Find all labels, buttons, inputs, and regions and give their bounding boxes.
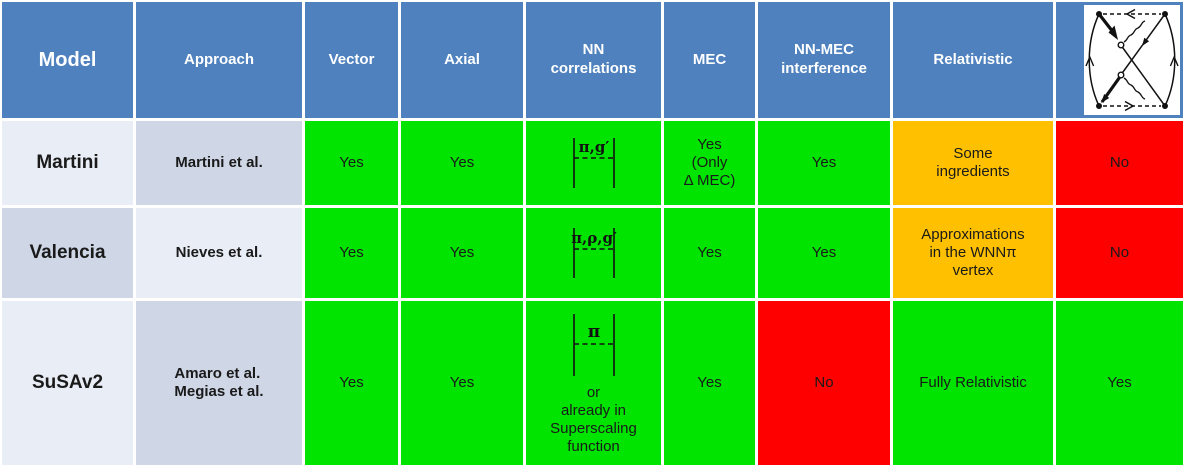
header-cell-approach: Approach [136,2,302,118]
feynman-diagram-icon [1084,5,1180,115]
cell-martini-approach: Martini et al. [136,121,302,205]
cell-martini-vector: Yes [305,121,398,205]
cell-valencia-nn-correlations: π,ρ,g′ [526,208,661,298]
header-cell-diagram [1056,2,1183,118]
cell-valencia-approach: Nieves et al. [136,208,302,298]
cell-susav2-diagram: Yes [1056,301,1183,465]
pion-exchange-diagram: π,g′ [572,138,615,188]
header-cell-relativistic: Relativistic [893,2,1053,118]
cell-valencia-vector: Yes [305,208,398,298]
cell-susav2-nn-correlations: π or already in Superscaling function [526,301,661,465]
cell-martini-relativistic: Some ingredients [893,121,1053,205]
nn-correlations-note: or already in Superscaling function [550,384,637,455]
svg-text:π: π [587,322,599,342]
cell-susav2-axial: Yes [401,301,523,465]
cell-susav2-vector: Yes [305,301,398,465]
cell-valencia-model: Valencia [2,208,133,298]
header-cell-nn-mec-interference: NN-MEC interference [758,2,890,118]
cell-susav2-model: SuSAv2 [2,301,133,465]
svg-text:π,ρ,g′: π,ρ,g′ [571,229,617,247]
cell-valencia-diagram: No [1056,208,1183,298]
cell-susav2-approach: Amaro et al. Megias et al. [136,301,302,465]
cell-martini-model: Martini [2,121,133,205]
cell-martini-nn-correlations: π,g′ [526,121,661,205]
pion-exchange-diagram: π,ρ,g′ [571,228,617,278]
pion-exchange-diagram: π [572,314,615,376]
cell-valencia-nn-mec-interference: Yes [758,208,890,298]
svg-text:π,g′: π,g′ [578,138,609,156]
header-cell-nn-correlations: NN correlations [526,2,661,118]
cell-martini-diagram: No [1056,121,1183,205]
header-cell-model: Model [2,2,133,118]
header-cell-axial: Axial [401,2,523,118]
cell-valencia-axial: Yes [401,208,523,298]
cell-susav2-relativistic: Fully Relativistic [893,301,1053,465]
cell-susav2-mec: Yes [664,301,755,465]
cell-martini-mec: Yes (Only Δ MEC) [664,121,755,205]
cell-martini-axial: Yes [401,121,523,205]
header-cell-vector: Vector [305,2,398,118]
cell-martini-nn-mec-interference: Yes [758,121,890,205]
cell-valencia-mec: Yes [664,208,755,298]
cell-susav2-nn-mec-interference: No [758,301,890,465]
cell-valencia-relativistic: Approximations in the WNNπ vertex [893,208,1053,298]
header-cell-mec: MEC [664,2,755,118]
